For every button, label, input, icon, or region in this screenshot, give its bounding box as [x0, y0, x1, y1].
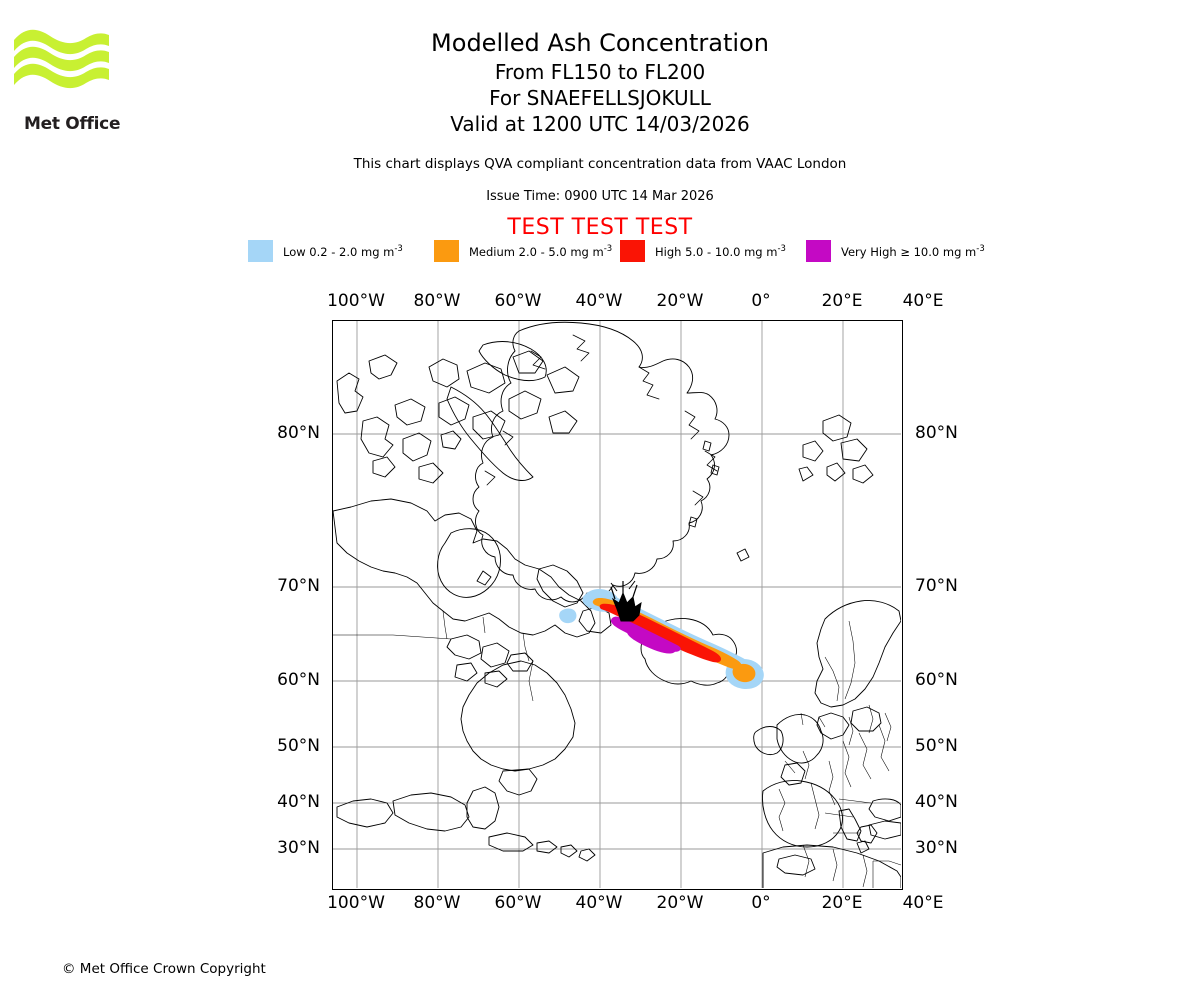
country-borders [333, 610, 901, 888]
lon-tick-label: 80°W [413, 893, 461, 913]
lat-tick-label: 70°N [915, 576, 958, 596]
ash-plume [559, 589, 764, 689]
latitude-axis-right: 80°N 70°N 60°N 50°N 40°N 30°N [915, 0, 1045, 1000]
legend-label: Low 0.2 - 2.0 mg m-3 [283, 243, 403, 259]
qva-note: This chart displays QVA compliant concen… [353, 156, 847, 172]
map-frame [332, 320, 903, 890]
page-title: Modelled Ash Concentration [431, 29, 769, 57]
lon-tick-label: 40°E [902, 893, 944, 913]
concentration-legend: Low 0.2 - 2.0 mg m-3 Medium 2.0 - 5.0 mg … [248, 239, 992, 263]
lat-tick-label: 60°N [277, 670, 320, 690]
lon-tick-label: 40°E [902, 291, 944, 311]
lat-tick-label: 40°N [915, 792, 958, 812]
lat-tick-label: 30°N [915, 838, 958, 858]
map-canvas [333, 321, 901, 888]
lon-tick-label: 20°W [656, 291, 704, 311]
lat-tick-label: 70°N [277, 576, 320, 596]
volcano-marker-icon [610, 580, 642, 622]
lat-tick-label: 40°N [277, 792, 320, 812]
lat-tick-label: 60°N [915, 670, 958, 690]
lon-tick-label: 20°E [821, 893, 863, 913]
lon-tick-label: 80°W [413, 291, 461, 311]
lon-tick-label: 100°W [327, 291, 385, 311]
volcano-subtitle: For SNAEFELLSJOKULL [489, 86, 711, 110]
lon-tick-label: 100°W [327, 893, 385, 913]
lat-tick-label: 80°N [915, 423, 958, 443]
copyright-notice: © Met Office Crown Copyright [62, 961, 266, 977]
met-office-logo: Met Office [12, 24, 120, 134]
legend-label: High 5.0 - 10.0 mg m-3 [655, 243, 786, 259]
lat-tick-label: 50°N [277, 736, 320, 756]
legend-swatch [620, 240, 645, 262]
chart-title-block: Modelled Ash Concentration From FL150 to… [0, 28, 1200, 137]
valid-time-subtitle: Valid at 1200 UTC 14/03/2026 [450, 112, 750, 136]
lon-tick-label: 0° [751, 893, 771, 913]
lon-tick-label: 20°W [656, 893, 704, 913]
plume-veryhigh-2 [626, 626, 676, 654]
lon-tick-label: 40°W [575, 291, 623, 311]
met-office-waves-icon [14, 29, 109, 89]
legend-item-low: Low 0.2 - 2.0 mg m-3 [248, 239, 403, 263]
lon-tick-label: 40°W [575, 893, 623, 913]
latitude-axis-left: 80°N 70°N 60°N 50°N 40°N 30°N [190, 0, 320, 1000]
map-panel[interactable] [332, 320, 903, 890]
test-banner: TEST TEST TEST [507, 215, 693, 240]
lat-tick-label: 30°N [277, 838, 320, 858]
legend-label: Very High ≥ 10.0 mg m-3 [841, 243, 985, 259]
legend-swatch [434, 240, 459, 262]
legend-label: Medium 2.0 - 5.0 mg m-3 [469, 243, 613, 259]
longitude-axis-bottom: 100°W 80°W 60°W 40°W 20°W 0° 20°E 40°E [327, 893, 943, 915]
map-gridlines [333, 321, 901, 888]
legend-item-high: High 5.0 - 10.0 mg m-3 [620, 239, 786, 263]
lon-tick-label: 60°W [494, 291, 542, 311]
legend-swatch [806, 240, 831, 262]
met-office-wordmark: Met Office [24, 114, 121, 134]
plume-medium-se [732, 663, 756, 683]
legend-swatch [248, 240, 273, 262]
flight-level-subtitle: From FL150 to FL200 [494, 60, 706, 84]
longitude-axis-top: 100°W 80°W 60°W 40°W 20°W 0° 20°E 40°E [327, 291, 943, 313]
lat-tick-label: 80°N [277, 423, 320, 443]
lon-tick-label: 0° [751, 291, 771, 311]
legend-item-medium: Medium 2.0 - 5.0 mg m-3 [434, 239, 612, 263]
legend-item-very-high: Very High ≥ 10.0 mg m-3 [806, 239, 985, 263]
plume-low-w [559, 608, 577, 624]
lon-tick-label: 20°E [821, 291, 863, 311]
lon-tick-label: 60°W [494, 893, 542, 913]
lat-tick-label: 50°N [915, 736, 958, 756]
issue-time: Issue Time: 0900 UTC 14 Mar 2026 [486, 189, 714, 204]
